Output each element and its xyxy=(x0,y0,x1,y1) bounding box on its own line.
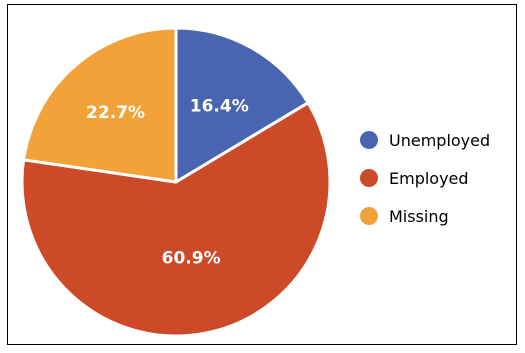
legend-swatch-missing xyxy=(360,207,378,225)
legend: Unemployed Employed Missing xyxy=(360,131,490,226)
data-label-employed: 60.9% xyxy=(162,248,221,268)
legend-swatch-unemployed xyxy=(360,131,378,149)
legend-item-employed: Employed xyxy=(360,169,469,188)
pie-data-labels: 16.4% 60.9% 22.7% xyxy=(86,97,249,269)
data-label-unemployed: 16.4% xyxy=(190,97,249,117)
legend-item-unemployed: Unemployed xyxy=(360,131,490,150)
data-label-missing: 22.7% xyxy=(86,103,145,123)
pie-slice-missing xyxy=(22,26,178,184)
legend-item-missing: Missing xyxy=(360,207,449,226)
legend-label-missing: Missing xyxy=(389,207,449,226)
legend-label-unemployed: Unemployed xyxy=(389,131,490,150)
pie-slice-employed xyxy=(20,101,332,338)
pie-slices xyxy=(20,26,332,338)
legend-swatch-employed xyxy=(360,169,378,187)
pie-slice-unemployed xyxy=(174,26,310,184)
legend-label-employed: Employed xyxy=(389,169,469,188)
